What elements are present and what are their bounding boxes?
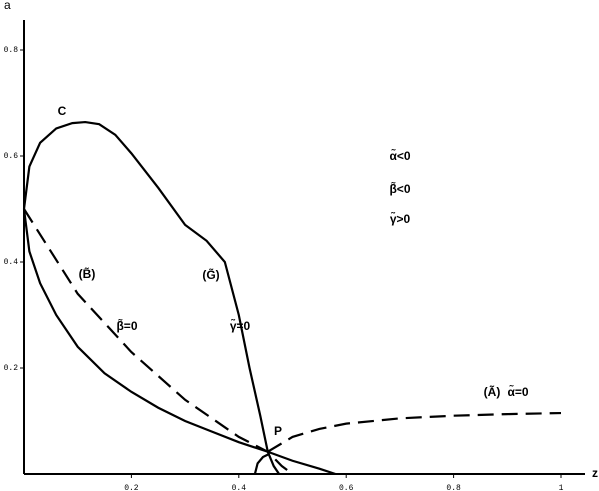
y-tick-label: 0.6 [4,152,19,161]
x-axis-label: z [592,466,598,480]
annotation: γ̃=0 [230,318,251,333]
curve [253,453,269,475]
y-axis-label: a [4,0,11,12]
annotation: P [274,424,282,438]
annotation: (B̃) [79,266,96,281]
y-tick-label: 0.8 [4,46,19,55]
annotation: β̃<0 [389,181,410,196]
x-tick-label: 0.2 [124,484,139,491]
annotation: α̃=0 [507,384,528,399]
curve [22,208,336,476]
x-tick-label: 0.4 [232,484,247,491]
x-tick-label: 0.8 [446,484,461,491]
annotation: (Ã) [484,384,501,399]
curve [22,120,280,475]
annotation: γ̃>0 [390,211,411,226]
annotation: C [58,104,67,118]
annotation: α̃<0 [389,148,410,163]
annotation: β̃=0 [116,318,137,333]
annotation: (G̃) [202,267,219,282]
curve [23,208,294,475]
curve [267,411,562,453]
y-tick-label: 0.4 [4,258,19,267]
y-tick-label: 0.2 [4,364,19,373]
x-tick-label: 1 [559,484,564,491]
x-tick-label: 0.6 [339,484,354,491]
